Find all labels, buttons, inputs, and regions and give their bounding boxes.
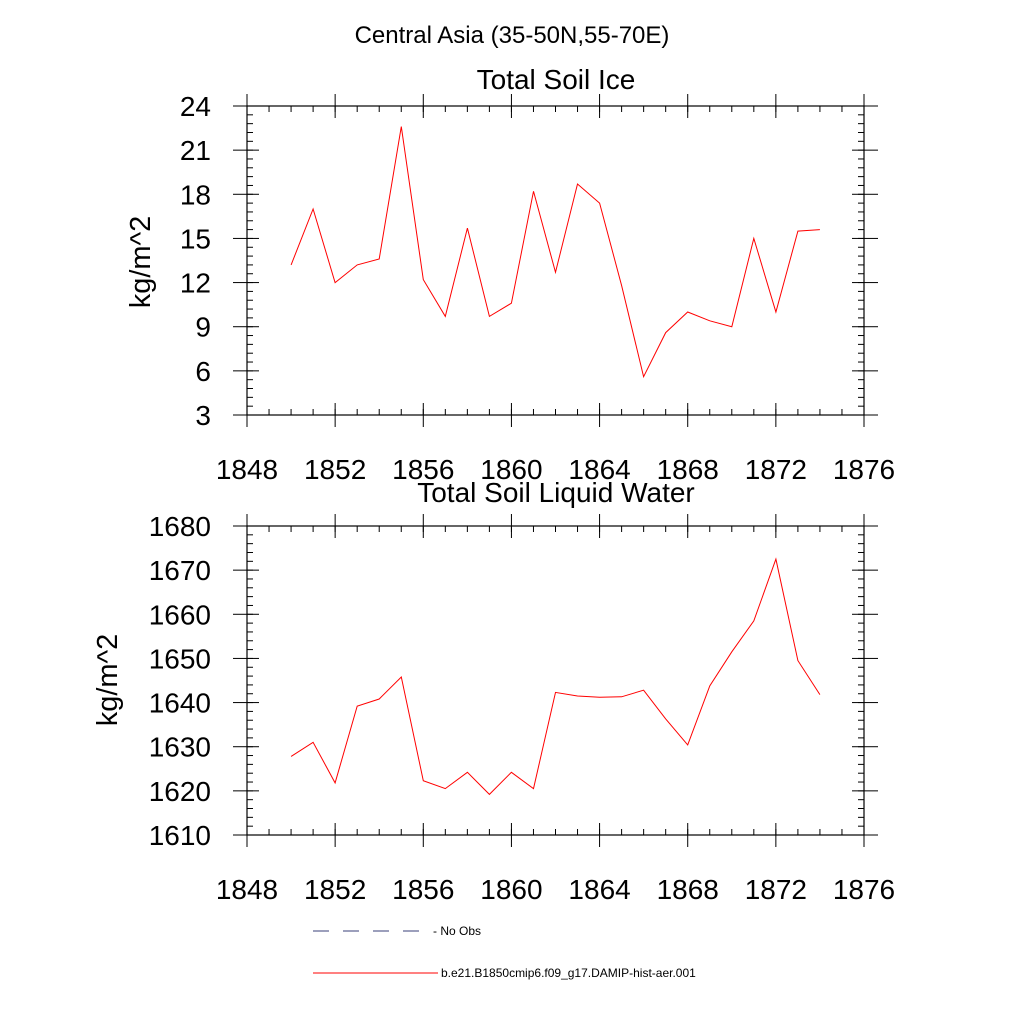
y-tick-label: 1650 <box>149 643 211 674</box>
y-tick-label: 1670 <box>149 555 211 586</box>
y-tick-label: 1680 <box>149 511 211 542</box>
y-tick-label: 1630 <box>149 732 211 763</box>
plot-soil-ice-ticks <box>233 94 878 427</box>
plot-soil-ice-title: Total Soil Ice <box>477 64 636 95</box>
y-tick-label: 1660 <box>149 599 211 630</box>
legend-item-model: b.e21.B1850cmip6.f09_g17.DAMIP-hist-aer.… <box>313 966 696 980</box>
figure-title: Central Asia (35-50N,55-70E) <box>355 22 670 49</box>
plot-soil-liquid-tick-labels: 1848 1852 1856 1860 1864 1868 1872 1876 1610 1620… <box>149 511 895 905</box>
series-line-soil-liquid <box>290 557 821 796</box>
x-tick-label: 1852 <box>304 874 366 905</box>
plot-soil-liquid: Total Soil Liquid Water kg/m^2 1848 1852 1… <box>92 477 895 905</box>
plot-soil-ice-frame <box>246 105 865 416</box>
x-tick-label: 1876 <box>833 874 895 905</box>
series-line-soil-ice <box>290 126 820 379</box>
plot-soil-liquid-title: Total Soil Liquid Water <box>417 477 695 508</box>
plot-soil-liquid-ylabel: kg/m^2 <box>92 634 124 727</box>
plot-soil-ice-tick-labels: 1848 1852 1856 1860 1864 1868 1872 1876 3 6 9 12 15 1… <box>180 91 895 485</box>
y-tick-label: 21 <box>180 135 211 166</box>
plot-soil-ice-series <box>290 126 820 379</box>
plot-soil-ice: Total Soil Ice kg/m^2 1848 1852 1856 1860 18… <box>125 64 895 485</box>
y-tick-label: 1640 <box>149 688 211 719</box>
plot-soil-ice-ylabel: kg/m^2 <box>125 216 157 309</box>
x-tick-label: 1856 <box>392 874 454 905</box>
y-tick-label: 12 <box>180 268 211 299</box>
y-tick-label: 15 <box>180 223 211 254</box>
legend: - No Obs b.e21.B1850cmip6.f09_g17.DAMIP-… <box>313 924 696 980</box>
x-tick-label: 1868 <box>657 874 719 905</box>
legend-label-model: b.e21.B1850cmip6.f09_g17.DAMIP-hist-aer.… <box>441 966 696 980</box>
x-tick-label: 1872 <box>745 454 807 485</box>
y-tick-label: 3 <box>195 400 211 431</box>
y-tick-label: 9 <box>195 312 211 343</box>
x-tick-label: 1864 <box>568 454 630 485</box>
x-tick-label: 1872 <box>745 874 807 905</box>
legend-item-no-obs: - No Obs <box>313 924 481 938</box>
y-tick-label: 6 <box>195 356 211 387</box>
x-tick-label: 1860 <box>480 874 542 905</box>
x-tick-label: 1856 <box>392 454 454 485</box>
x-tick-label: 1868 <box>657 454 719 485</box>
x-tick-label: 1852 <box>304 454 366 485</box>
x-tick-label: 1848 <box>216 454 278 485</box>
legend-label-no-obs: - No Obs <box>433 924 481 938</box>
x-tick-label: 1860 <box>480 454 542 485</box>
x-tick-label: 1876 <box>833 454 895 485</box>
y-tick-label: 1610 <box>149 820 211 851</box>
plot-soil-liquid-series <box>290 557 821 796</box>
x-tick-label: 1848 <box>216 874 278 905</box>
y-tick-label: 24 <box>180 91 211 122</box>
x-tick-label: 1864 <box>568 874 630 905</box>
y-tick-label: 18 <box>180 179 211 210</box>
plot-soil-liquid-ticks <box>233 514 878 847</box>
y-tick-label: 1620 <box>149 776 211 807</box>
